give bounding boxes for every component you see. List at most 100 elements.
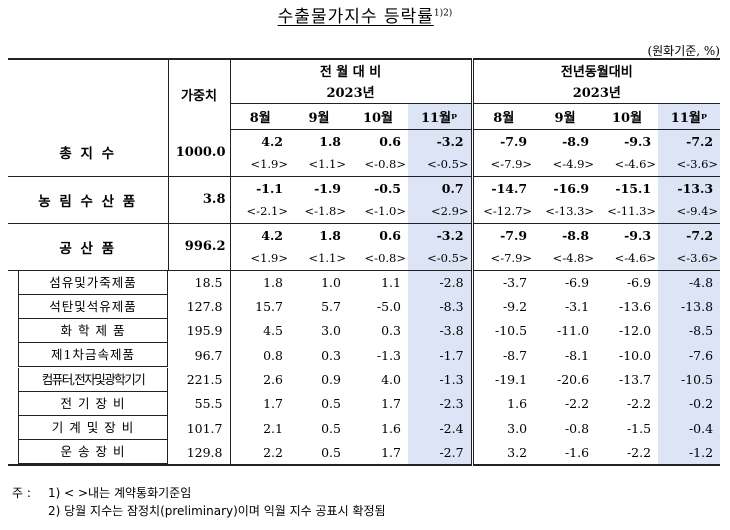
subitem-value: 1.7 [263, 396, 283, 412]
subitem-name: 컴퓨터,전자및광학기기 [18, 367, 168, 392]
subitem-name-cell: 제1차금속제품 [8, 343, 168, 368]
subitem-value: 2.1 [263, 420, 283, 436]
subitem-name-cell: 섬유및가죽제품 [8, 270, 168, 295]
group-contract-value: <1.9> [230, 153, 290, 177]
subitem-name-cell: 운 송 장 비 [8, 440, 168, 467]
subitem-value: -13.8 [658, 294, 721, 319]
group-contract-value: <2.9> [408, 200, 473, 224]
group-contract-value: <-7.9> [470, 153, 535, 177]
subitem-value: -1.2 [658, 440, 721, 467]
subitem-value: -1.3 [376, 347, 401, 363]
group-weight: 1000.0 [168, 129, 231, 177]
subitem-value: 1.6 [470, 391, 535, 416]
subitem-value: -10.0 [618, 347, 652, 363]
group-value: -9.3 [624, 133, 652, 149]
subitem-value: -8.3 [408, 294, 473, 319]
group-contract-value: <-9.4> [658, 200, 721, 224]
subitem-value: 0.5 [290, 440, 348, 467]
subitem-value: 5.7 [321, 299, 341, 315]
subitem-value: -4.8 [658, 270, 721, 295]
subitem-value: 3.0 [470, 415, 535, 441]
group-value: -0.5 [374, 180, 401, 196]
subitem-value: 1.0 [321, 275, 341, 290]
group-value: 0.7 [408, 176, 473, 200]
subitem-value: 1.1 [381, 275, 401, 290]
subitem-name: 제1차금속제품 [18, 343, 168, 368]
subitem-weight: 221.5 [168, 367, 231, 392]
table-row: 섬유및가죽제품 18.5 1.8 1.0 1.1 -2.8 -3.7 -6.9 -6.9 -4.8 [8, 270, 721, 295]
subitem-value: -2.8 [408, 270, 473, 295]
header-yoy-year: 2023년 [470, 81, 721, 103]
group-contract-value: <-4.9> [534, 153, 597, 177]
subitem-value: 0.9 [321, 372, 341, 388]
table-row: 화 학 제 품 195.9 4.5 3.0 0.3 -3.8 -10.5 -11.0 -12.0… [8, 318, 721, 344]
header-month: 10월 [596, 102, 659, 130]
header-month: 8월 [470, 102, 535, 130]
group-value: -1.1 [256, 180, 283, 196]
group-value: 1.8 [319, 227, 341, 243]
subitem-value: -1.7 [408, 343, 473, 368]
footnote-text: 1) < >내는 계약통화기준임 [48, 486, 192, 500]
group-contract-value: <1.1> [290, 247, 348, 271]
group-value: -16.9 [553, 180, 590, 196]
group-value: -15.1 [615, 180, 652, 196]
subitem-name-cell: 기 계 및 장 비 [8, 416, 168, 441]
subitem-value: -12.0 [618, 323, 652, 339]
header-yoy: 전년동월대비 [470, 58, 721, 81]
table-row-contract: <1.9> <1.1> <-0.8> <-0.5> <-7.9> <-4.8> <-4.6>… [8, 247, 721, 271]
group-value: -9.3 [624, 227, 652, 243]
subitem-value: -2.2 [596, 440, 659, 467]
table-row: 운 송 장 비 129.8 2.2 0.5 1.7 -2.7 3.2 -1.6 -2.2 -1.2 [8, 440, 721, 467]
subitem-value: -2.3 [408, 391, 473, 416]
footnote-text: 2) 당월 지수는 잠정치(preliminary)이며 익월 지수 공표시 확… [48, 504, 386, 518]
subitem-value: -9.2 [470, 294, 535, 319]
table-row: 농 림 수 산 품 3.8 -1.1 -1.9 -0.5 0.7 -14.7 -16.9 -15… [8, 176, 721, 224]
header-month: 9월 [534, 102, 597, 130]
table-row: 컴퓨터,전자및광학기기 221.5 2.6 0.9 4.0 -1.3 -19.1 -20.6 -… [8, 367, 721, 392]
subitem-name: 운 송 장 비 [18, 440, 168, 465]
subitem-weight: 18.5 [168, 270, 231, 295]
subitem-value: 0.3 [321, 347, 341, 363]
subitem-value: -6.9 [564, 275, 590, 290]
group-contract-value: <-13.3> [534, 200, 597, 224]
group-value: -7.9 [470, 129, 535, 153]
subitem-name-cell: 화 학 제 품 [8, 318, 168, 343]
footnote-line: 2) 당월 지수는 잠정치(preliminary)이며 익월 지수 공표시 확… [12, 502, 386, 520]
subitem-value: -1.5 [626, 420, 652, 436]
subitem-value: -8.5 [658, 318, 721, 344]
subitem-name-cell: 컴퓨터,전자및광학기기 [8, 367, 168, 392]
subitem-value: -8.7 [470, 343, 535, 368]
subitem-value: -2.2 [626, 396, 652, 412]
subitem-value: -20.6 [556, 372, 590, 388]
header-weight: 가중치 [168, 58, 231, 129]
subitem-value: 15.7 [255, 299, 283, 315]
group-contract-value: <-11.3> [596, 200, 659, 224]
subitem-value: 0.5 [321, 396, 341, 412]
group-contract-value: <-0.5> [408, 153, 473, 177]
group-contract-value: <-4.8> [534, 247, 597, 271]
footnote-line: 주 : 1) < >내는 계약통화기준임 [12, 484, 386, 502]
subitem-value: -5.0 [376, 299, 401, 315]
footnote-label: 주 : [12, 486, 31, 500]
subitem-value: -1.3 [408, 367, 473, 392]
subitem-value: 1.7 [348, 440, 408, 467]
group-value: -7.2 [658, 129, 721, 153]
group-contract-value: <-0.8> [348, 153, 408, 177]
subitem-value: -0.8 [564, 420, 590, 436]
export-price-index-table: 가중치 전 월 대 비 전년동월대비 2023년 2023년 8월 9월 10월 11… [8, 58, 721, 467]
group-name: 총 지 수 [8, 129, 169, 177]
subitem-value: 1.8 [263, 275, 283, 290]
table-row: 총 지 수 1000.0 4.2 1.8 0.6 -3.2 -7.9 -8.9 -9.3 -7.2 [8, 129, 721, 177]
subitem-value: -8.1 [564, 347, 590, 363]
group-value: 0.6 [379, 133, 401, 149]
header-mom-year: 2023년 [326, 86, 375, 102]
group-value: 1.8 [319, 133, 341, 149]
subitem-name-cell: 전 기 장 비 [8, 391, 168, 416]
subitem-value: 3.0 [321, 323, 341, 339]
group-value: 0.6 [379, 227, 401, 243]
subitem-value: -10.5 [470, 318, 535, 344]
subitem-value: -3.1 [564, 299, 590, 315]
subitem-value: -6.9 [626, 275, 652, 290]
subitem-weight: 127.8 [168, 294, 231, 319]
subitem-value: -3.8 [408, 318, 473, 344]
